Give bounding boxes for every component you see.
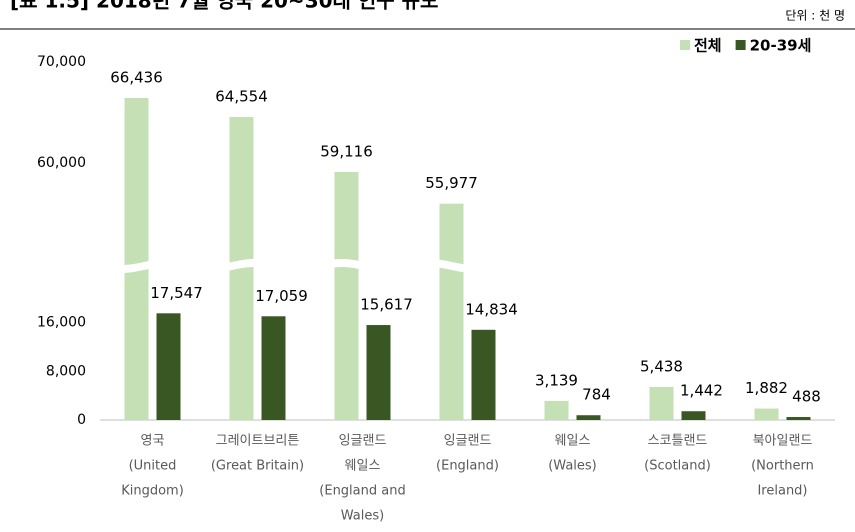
x-tick-label: 영국	[141, 434, 165, 449]
data-label: 64,554	[215, 88, 268, 106]
data-label: 488	[792, 388, 821, 406]
bar	[786, 417, 811, 420]
x-tick-label: Wales)	[341, 509, 384, 524]
unit-label: 단위 : 천 명	[785, 8, 845, 23]
data-label: 17,547	[150, 284, 203, 302]
x-tick-label: 잉글랜드	[444, 434, 492, 449]
data-label: 17,059	[255, 287, 308, 305]
x-tick-label: 북아일랜드	[753, 434, 813, 449]
legend-label: 20-39세	[750, 37, 812, 55]
bar	[156, 313, 181, 420]
bar	[124, 97, 149, 420]
x-tick-label: 그레이트브리튼	[216, 434, 300, 449]
data-label: 3,139	[535, 371, 578, 389]
x-tick-label: (Northern	[751, 459, 814, 474]
legend-swatch	[735, 40, 746, 50]
bar	[261, 316, 286, 420]
y-tick-label: 0	[77, 412, 86, 428]
data-label: 1,882	[745, 379, 788, 397]
bar	[649, 386, 674, 420]
bar	[576, 415, 601, 420]
data-label: 1,442	[680, 382, 723, 400]
x-tick-label: Ireland)	[757, 484, 807, 499]
data-label: 784	[582, 386, 611, 404]
x-tick-label: 스코틀랜드	[648, 434, 708, 449]
y-tick-label: 8,000	[46, 363, 86, 379]
bar	[681, 411, 706, 420]
x-tick-label: (England and	[319, 484, 405, 499]
bar	[544, 400, 569, 420]
bar	[754, 408, 779, 420]
x-tick-label: (Wales)	[548, 459, 597, 474]
data-label: 15,617	[360, 296, 413, 314]
y-tick-label: 60,000	[37, 155, 86, 171]
x-tick-label: (England)	[436, 459, 499, 474]
x-tick-label: 웨일스	[555, 434, 591, 449]
bar	[439, 203, 464, 420]
data-label: 14,834	[465, 300, 518, 318]
bar	[366, 325, 391, 420]
x-tick-label: 잉글랜드	[339, 434, 387, 449]
bar	[471, 329, 496, 420]
x-tick-label: 웨일스	[345, 459, 381, 474]
axis-break	[100, 259, 835, 273]
y-tick-label: 16,000	[37, 315, 86, 331]
x-tick-label: (Scotland)	[644, 459, 711, 474]
legend-swatch	[680, 40, 690, 50]
x-tick-label: (Great Britain)	[211, 459, 304, 474]
x-tick-label: Kingdom)	[121, 484, 184, 499]
x-tick-label: (United	[129, 459, 177, 474]
bar	[334, 171, 359, 420]
data-label: 59,116	[320, 142, 373, 160]
legend-label: 전체	[694, 37, 722, 55]
chart-title: [표 1.5] 2018년 7월 영국 20~30대 인구 규모	[10, 0, 438, 13]
y-tick-label: 70,000	[37, 54, 86, 70]
data-label: 55,977	[425, 174, 478, 192]
data-label: 66,436	[110, 68, 163, 86]
data-label: 5,438	[640, 357, 683, 375]
